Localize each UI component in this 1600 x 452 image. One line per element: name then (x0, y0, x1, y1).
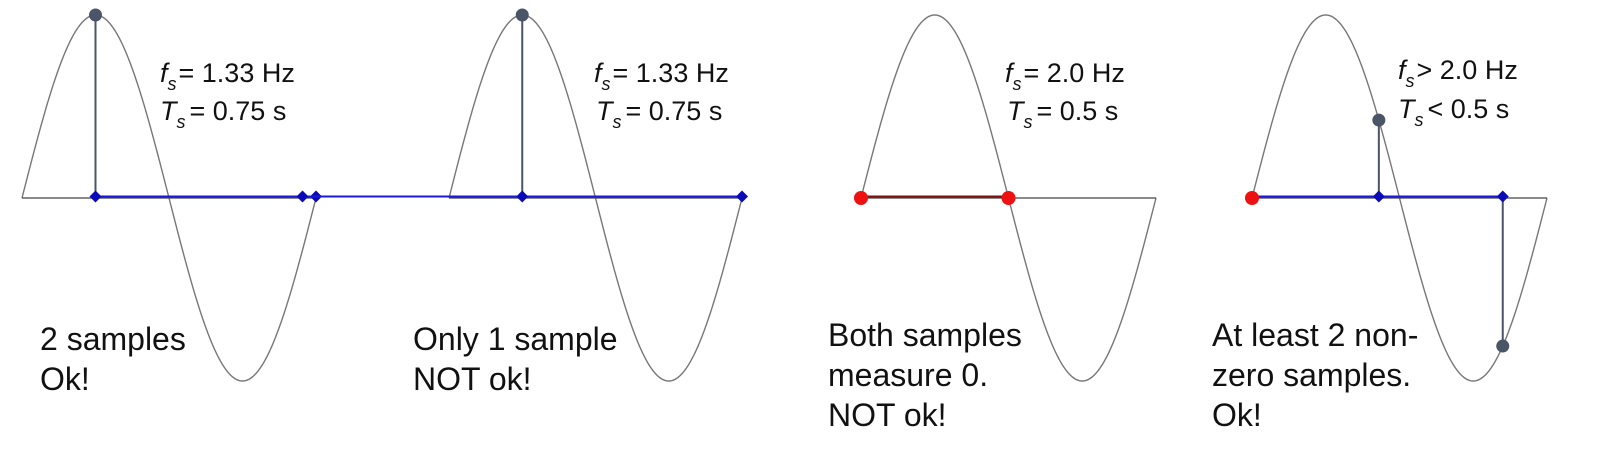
caption-line-1: 2 samples (40, 321, 186, 357)
sample-value-dot (515, 8, 529, 22)
fs-subscript: s (168, 74, 177, 94)
ts-value: = 0.75 s (626, 96, 723, 126)
fs-subscript: s (1013, 74, 1022, 94)
sample-point-marker (1372, 190, 1385, 203)
fs-value: = 1.33 Hz (179, 58, 295, 88)
sampling-frequency-label: fs= 2.0 Hz (1005, 58, 1125, 94)
fs-symbol: f (160, 58, 170, 88)
ts-symbol: T (1398, 94, 1417, 124)
caption: Both samples measure 0. NOT ok! (828, 317, 1031, 433)
sample-markers (1245, 113, 1510, 353)
caption-line-3: NOT ok! (828, 397, 947, 433)
zero-sample-dot (854, 191, 868, 205)
fs-symbol: f (1005, 58, 1015, 88)
ts-subscript: s (613, 112, 622, 132)
fs-subscript: s (1406, 71, 1415, 91)
ts-subscript: s (177, 112, 186, 132)
panel-1: fs= 1.33 Hz Ts = 0.75 s 2 samples Ok! (21, 8, 322, 397)
caption-line-3: Ok! (1212, 397, 1262, 433)
ts-symbol: T (596, 96, 615, 126)
panel-3: fs= 2.0 Hz Ts = 0.5 s Both samples measur… (828, 14, 1157, 433)
caption-line-1: Both samples (828, 317, 1022, 353)
zero-sample-dot (1245, 191, 1259, 205)
sampling-frequency-label: fs= 1.33 Hz (160, 58, 295, 94)
sample-markers (854, 191, 1016, 205)
fs-symbol: f (1398, 55, 1408, 85)
sample-value-dot (89, 8, 102, 22)
panel-2: fs= 1.33 Hz Ts = 0.75 s Only 1 sample NOT… (296, 8, 748, 397)
ts-subscript: s (1415, 110, 1424, 130)
ts-symbol: T (160, 96, 179, 126)
fs-value: > 2.0 Hz (1417, 55, 1518, 85)
caption-line-2: NOT ok! (413, 361, 532, 397)
caption: At least 2 non- zero samples. Ok! (1212, 317, 1427, 433)
fs-value: = 1.33 Hz (613, 58, 729, 88)
caption-line-2: Ok! (40, 361, 90, 397)
sampling-period-label: Ts < 0.5 s (1398, 94, 1509, 130)
sample-point-marker (296, 190, 309, 203)
sampling-frequency-label: fs> 2.0 Hz (1398, 55, 1518, 91)
caption-line-1: At least 2 non- (1212, 317, 1418, 353)
sample-point-marker (516, 190, 529, 203)
ts-subscript: s (1024, 112, 1033, 132)
sample-value-dot (1496, 339, 1510, 353)
ts-symbol: T (1007, 96, 1026, 126)
caption: Only 1 sample NOT ok! (413, 321, 626, 397)
ts-value: = 0.75 s (190, 96, 287, 126)
sample-point-marker (1496, 190, 1509, 203)
fs-value: = 2.0 Hz (1024, 58, 1125, 88)
sampling-period-label: Ts = 0.75 s (160, 96, 286, 132)
fs-subscript: s (602, 74, 611, 94)
caption-line-1: Only 1 sample (413, 321, 618, 357)
sample-markers (296, 8, 748, 203)
sample-markers (89, 8, 322, 203)
panel-4: fs> 2.0 Hz Ts < 0.5 s At least 2 non- zer… (1212, 14, 1548, 433)
sampling-frequency-label: fs= 1.33 Hz (594, 58, 729, 94)
ts-value: < 0.5 s (1428, 94, 1510, 124)
sample-value-dot (1372, 113, 1386, 127)
sampling-period-label: Ts = 0.5 s (1007, 96, 1118, 132)
ts-value: = 0.5 s (1037, 96, 1119, 126)
sample-point-marker (736, 190, 748, 203)
fs-symbol: f (594, 58, 604, 88)
sampling-period-label: Ts = 0.75 s (596, 96, 722, 132)
caption: 2 samples Ok! (40, 321, 195, 397)
sample-point-marker (89, 190, 102, 203)
caption-line-2: zero samples. (1212, 357, 1411, 393)
caption-line-2: measure 0. (828, 357, 988, 393)
zero-sample-dot (1001, 191, 1016, 205)
